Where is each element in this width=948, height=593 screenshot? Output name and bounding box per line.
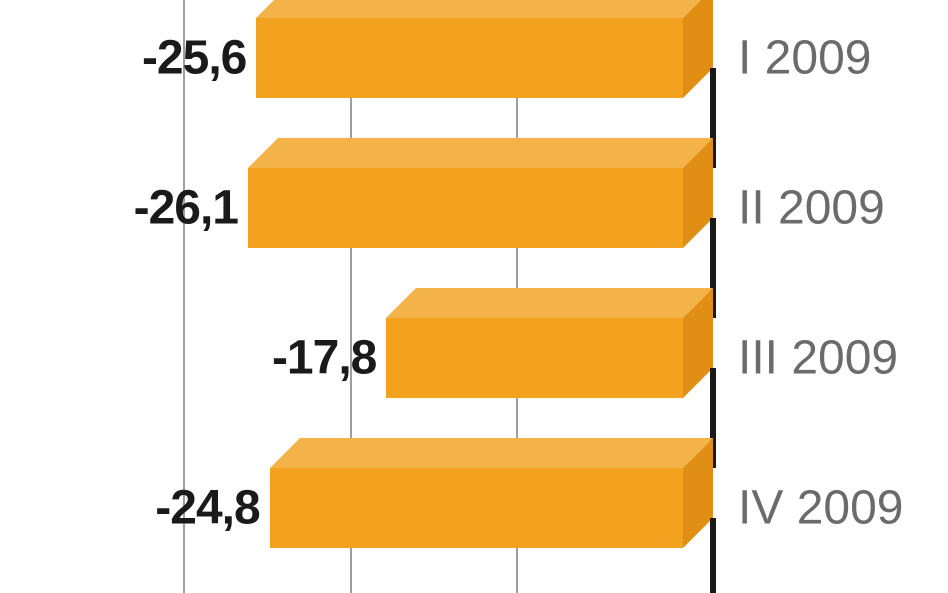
bar-category-label: I 2009 (738, 31, 871, 86)
bar-category-label: III 2009 (738, 331, 898, 386)
bar-front-face (248, 168, 683, 248)
bar-value-label: -25,6 (142, 31, 246, 86)
bar-front-face (386, 318, 683, 398)
bar-row (183, 318, 683, 398)
bar-value-label: -17,8 (272, 331, 376, 386)
bar-row (183, 18, 683, 98)
bar-front-face (270, 468, 683, 548)
bar-category-label: II 2009 (738, 181, 885, 236)
chart-container: -25,6 -26,1 -17,8 -24,8 I 2009 II 2009 III 20… (0, 0, 948, 593)
bar-top-face (248, 138, 713, 168)
bar-value-label: -26,1 (134, 181, 238, 236)
bar (386, 318, 683, 398)
bar-top-face (270, 438, 713, 468)
bar (256, 18, 683, 98)
bar-front-face (256, 18, 683, 98)
zero-tick (710, 518, 716, 593)
bar-category-label: IV 2009 (738, 481, 903, 536)
bar-row (183, 168, 683, 248)
bar (248, 168, 683, 248)
bar-top-face (256, 0, 713, 18)
bar-side-face (683, 0, 713, 98)
bar-value-label: -24,8 (155, 481, 259, 536)
bar-top-face (386, 288, 713, 318)
bar (270, 468, 683, 548)
